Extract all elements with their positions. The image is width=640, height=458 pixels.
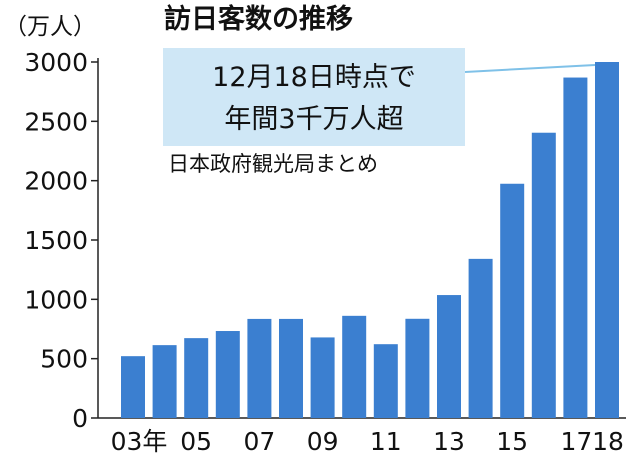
source-note: 日本政府観光局まとめ (168, 152, 378, 176)
bar-10 (342, 315, 367, 418)
bars (121, 62, 619, 418)
callout-line-1: 12月18日時点で (212, 62, 416, 93)
bar-05 (184, 338, 209, 418)
bar-03 (121, 356, 145, 418)
y-tick-label: 2000 (24, 167, 88, 196)
y-tick-label: 3000 (24, 48, 88, 77)
y-tick-label: 0 (72, 404, 88, 433)
bar-18 (595, 62, 619, 418)
bar-13 (437, 295, 461, 418)
bar-08 (279, 318, 303, 418)
bar-09 (310, 337, 335, 418)
bar-15 (500, 183, 525, 418)
x-tick-label: 15 (496, 427, 528, 456)
x-tick-label: 03年 (111, 427, 168, 456)
y-tick-label: 1000 (24, 285, 88, 314)
x-tick-label: 11 (370, 427, 402, 456)
x-tick-label: 13 (433, 427, 465, 456)
y-tick-label: 2500 (24, 107, 88, 136)
chart-title: 訪日客数の推移 (164, 3, 353, 35)
bar-12 (405, 318, 430, 418)
y-unit-label: （万人） (4, 14, 96, 40)
bar-16 (531, 132, 556, 418)
x-tick-label: 18 (592, 427, 624, 456)
bar-11 (373, 344, 398, 418)
bar-07 (247, 318, 272, 418)
bar-06 (215, 331, 240, 418)
bar-17 (563, 77, 588, 418)
bar-14 (468, 258, 493, 418)
callout-connector (464, 64, 596, 73)
axes: 0 500 1000 1500 2000 2500 3000 03年 05 07 09 11 13 15 1… (24, 48, 626, 456)
callout-line-2: 年間3千万人超 (224, 104, 403, 135)
x-tick-label: 05 (180, 427, 212, 456)
bar-04 (152, 345, 177, 418)
callout-box (163, 48, 465, 146)
y-tick-label: 1500 (24, 226, 88, 255)
x-tick-label: 17 (560, 427, 592, 456)
x-tick-label: 09 (307, 427, 339, 456)
y-tick-label: 500 (40, 345, 88, 374)
x-tick-label: 07 (243, 427, 275, 456)
